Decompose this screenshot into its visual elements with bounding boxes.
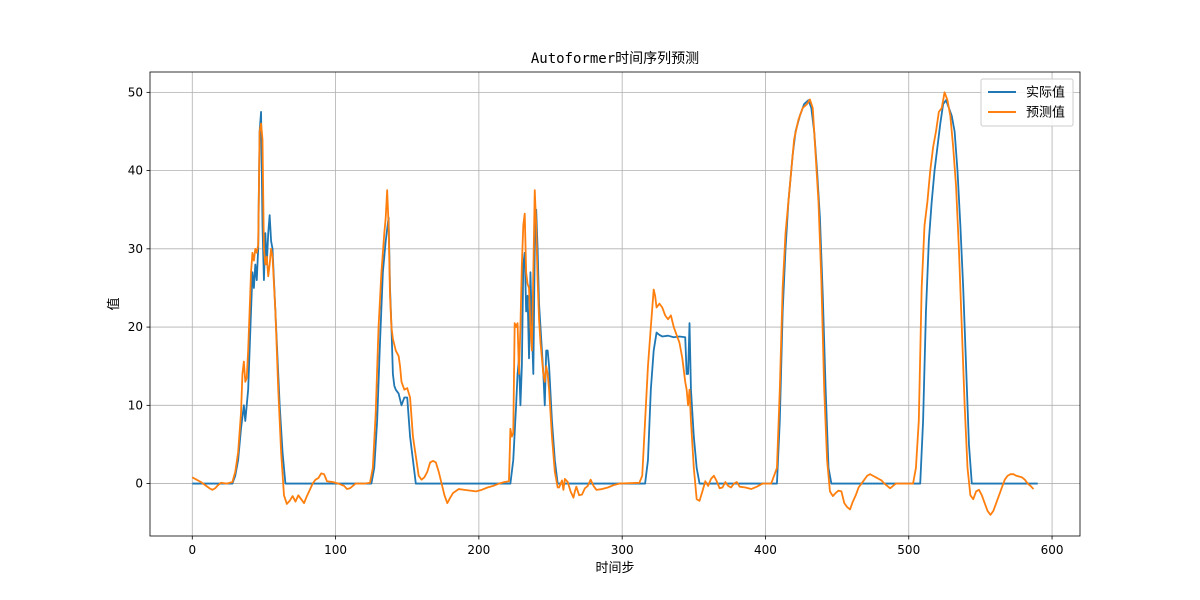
grid [150,72,1080,536]
y-tick-label: 0 [135,477,143,491]
y-tick-label: 10 [128,398,143,412]
x-tick-label: 600 [1041,543,1064,557]
series-line-predicted [191,91,1035,516]
y-tick-label: 20 [128,320,143,334]
x-tick-label: 400 [754,543,777,557]
legend-box [980,78,1074,127]
chart-title: Autoformer时间序列预测 [531,51,699,67]
x-axis-label: 时间步 [595,561,634,576]
x-tick-label: 0 [188,543,196,557]
series-line-actual [192,99,1038,485]
legend-label-predicted: 预测值 [1026,105,1065,121]
x-tick-label: 300 [611,543,634,557]
plot-frame [149,71,1081,537]
y-axis-label: 值 [106,297,122,310]
axis-ticks: 0 100 200 300 400 500 600 0 10 20 30 40 50 [128,85,1064,557]
y-tick-label: 50 [128,85,143,99]
y-tick-label: 30 [128,242,143,256]
x-tick-label: 500 [897,543,920,557]
series-lines [191,91,1038,516]
y-tick-label: 40 [128,164,143,178]
legend: 实际值 预测值 [980,78,1074,127]
x-tick-label: 200 [467,543,490,557]
legend-label-actual: 实际值 [1026,85,1065,101]
x-tick-label: 100 [324,543,347,557]
